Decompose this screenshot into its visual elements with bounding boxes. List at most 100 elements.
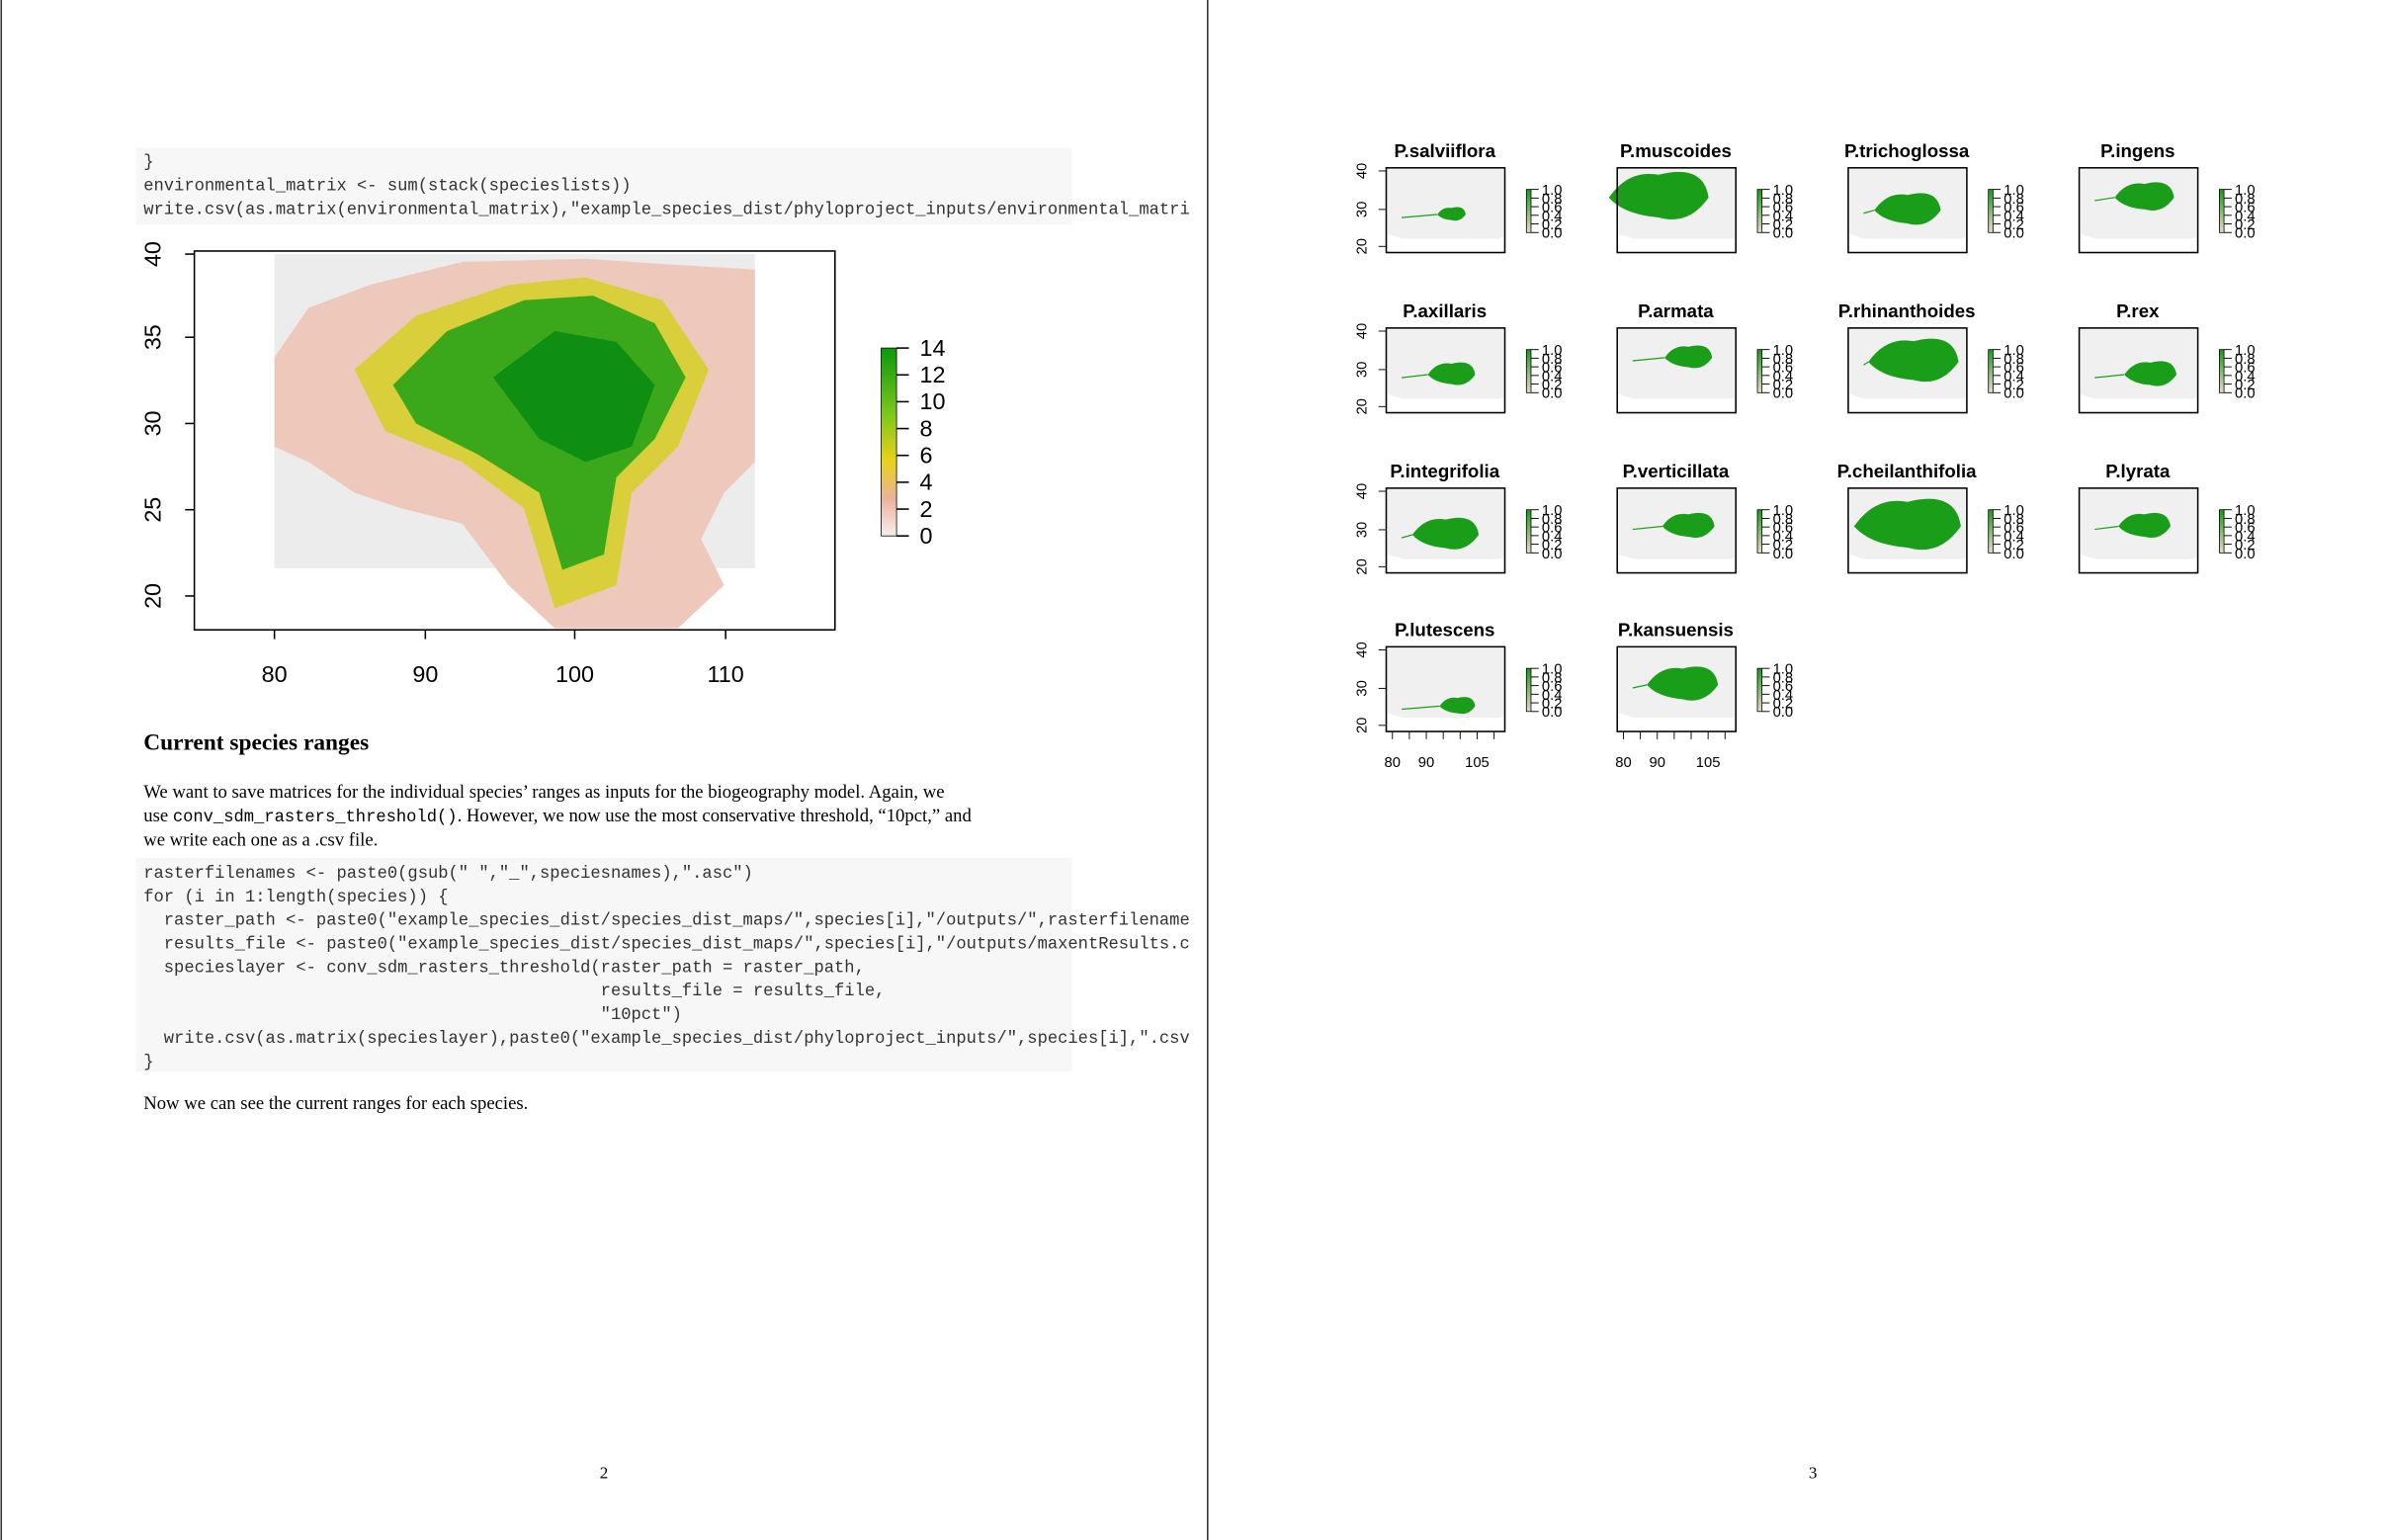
legend-tick-label: 0.4 [2003, 369, 2024, 385]
y-tick-label: 30 [1354, 202, 1370, 217]
x-tick-label: 90 [412, 661, 438, 687]
legend-tick-label: 0.0 [1542, 226, 1563, 242]
range-trail [1863, 210, 1875, 214]
code-line: rasterfilenames <- paste0(gsub(" ","_",s… [143, 865, 753, 884]
legend-tick-label: 1.0 [2003, 183, 2024, 199]
legend-tick-label: 0.0 [1773, 547, 1794, 562]
legend-tick-label: 0.6 [1542, 361, 1563, 377]
legend-tick-label: 0.2 [2003, 378, 2024, 393]
legend-tick-label: 0.4 [1773, 688, 1794, 704]
code-line: write.csv(as.matrix(environmental_matrix… [143, 202, 1190, 220]
legend-tick-label: 12 [919, 362, 945, 387]
y-tick-label: 40 [1354, 323, 1370, 339]
range-blob [1411, 517, 1480, 550]
legend-tick-label: 0.0 [2003, 226, 2024, 242]
x-tick-label: 105 [1696, 755, 1721, 771]
legend-tick-label: 0.8 [1542, 670, 1563, 686]
legend-tick-label: 1.0 [1542, 343, 1563, 359]
map-title: P.armata [1638, 300, 1714, 321]
range-trail [1853, 525, 1864, 531]
legend-bar [881, 347, 897, 537]
range-blob [1427, 362, 1476, 385]
code-line: write.csv(as.matrix(specieslayer),paste0… [143, 1030, 1190, 1049]
y-tick-label: 20 [139, 583, 165, 609]
map-frame [1847, 167, 1968, 254]
legend-tick-label: 6 [919, 443, 932, 469]
legend-bar [1756, 189, 1763, 233]
map-terrain [1388, 233, 1503, 253]
legend-tick-label: 0.0 [1542, 705, 1563, 721]
legend-bar [2219, 509, 2225, 554]
range-trail [1632, 357, 1665, 362]
map-frame [2078, 327, 2199, 414]
map-title: P.rhinanthoides [1838, 300, 1976, 321]
code-line: "10pct") [143, 1006, 682, 1025]
range-blob [1439, 697, 1476, 715]
legend-tick-label: 0.8 [2235, 512, 2256, 528]
map-terrain [2081, 554, 2197, 573]
map-title: P.muscoides [1620, 140, 1732, 161]
legend-tick-label: 8 [919, 415, 932, 441]
legend-tick-label: 0.2 [1773, 538, 1794, 554]
legend-tick-label: 0.4 [1542, 369, 1563, 385]
legend-tick-label: 1.0 [2235, 343, 2256, 359]
inline-code: conv_sdm_rasters_threshold() [173, 809, 458, 827]
map-terrain [1618, 554, 1735, 573]
y-tick-label: 30 [1354, 362, 1370, 378]
map-title: P.rex [2116, 300, 2160, 321]
legend-tick-label: 0.6 [1773, 679, 1794, 695]
legend-tick-label: 0.0 [2235, 386, 2256, 402]
legend-tick-label: 0.6 [2003, 361, 2024, 377]
legend-tick-label: 0.4 [1773, 529, 1794, 545]
range-blob [2114, 182, 2174, 211]
map-title: P.integrifolia [1390, 461, 1499, 481]
legend-tick-label: 0.6 [1773, 521, 1794, 537]
legend-bar [1525, 189, 1532, 233]
legend-tick-label: 1.0 [1542, 662, 1563, 678]
legend-tick-label: 0.2 [1542, 217, 1563, 233]
legend-tick-label: 0.0 [2003, 386, 2024, 402]
page-number: 3 [1809, 1464, 1818, 1483]
map-title: P.trichoglossa [1844, 140, 1970, 161]
legend-tick-label: 0.6 [1542, 201, 1563, 216]
raster-core [492, 330, 655, 463]
legend-tick-label: 0.8 [2235, 192, 2256, 208]
legend-bar [1525, 509, 1532, 554]
legend-tick-label: 1.0 [2235, 183, 2256, 199]
legend-tick-label: 2 [919, 496, 932, 522]
x-tick-label: 100 [555, 661, 594, 687]
map-terrain [1618, 713, 1735, 732]
map-title: P.axillaris [1403, 300, 1487, 321]
range-blob [1608, 171, 1709, 219]
y-tick-label: 30 [139, 410, 165, 436]
legend-tick-label: 0.8 [2235, 352, 2256, 368]
range-trail [1402, 374, 1428, 379]
legend-tick-label: 0.4 [1773, 369, 1794, 385]
legend-tick-label: 0.2 [1542, 538, 1563, 554]
y-tick-label: 30 [1354, 522, 1370, 538]
x-tick-label: 105 [1465, 755, 1490, 771]
range-blob [1437, 207, 1466, 221]
legend-tick-label: 0.4 [1542, 529, 1563, 545]
range-trail [2094, 374, 2125, 379]
range-blob [1662, 512, 1715, 539]
legend-tick-label: 0.2 [2235, 217, 2256, 233]
legend-tick-label: 0.8 [1542, 352, 1563, 368]
legend-tick-label: 0.4 [2235, 529, 2256, 545]
code-line: environmental_matrix <- sum(stack(specie… [143, 177, 631, 196]
y-tick-label: 40 [1354, 642, 1370, 657]
code-line: results_file = results_file, [143, 983, 885, 1001]
y-tick-label: 40 [1354, 483, 1370, 499]
legend-bar [1756, 509, 1763, 554]
legend-tick-label: 0.8 [1542, 192, 1563, 208]
map-frame [1847, 487, 1968, 574]
legend-tick-label: 0.2 [2003, 217, 2024, 233]
map-title: P.cheilanthifolia [1837, 461, 1977, 481]
legend-tick-label: 1.0 [2003, 343, 2024, 359]
range-trail [1401, 534, 1413, 539]
legend-tick-label: 0.6 [2235, 201, 2256, 216]
map-frame [1385, 645, 1506, 732]
range-trail [1402, 214, 1438, 218]
map-title: P.lyrata [2105, 461, 2171, 481]
y-tick-label: 30 [1354, 680, 1370, 696]
